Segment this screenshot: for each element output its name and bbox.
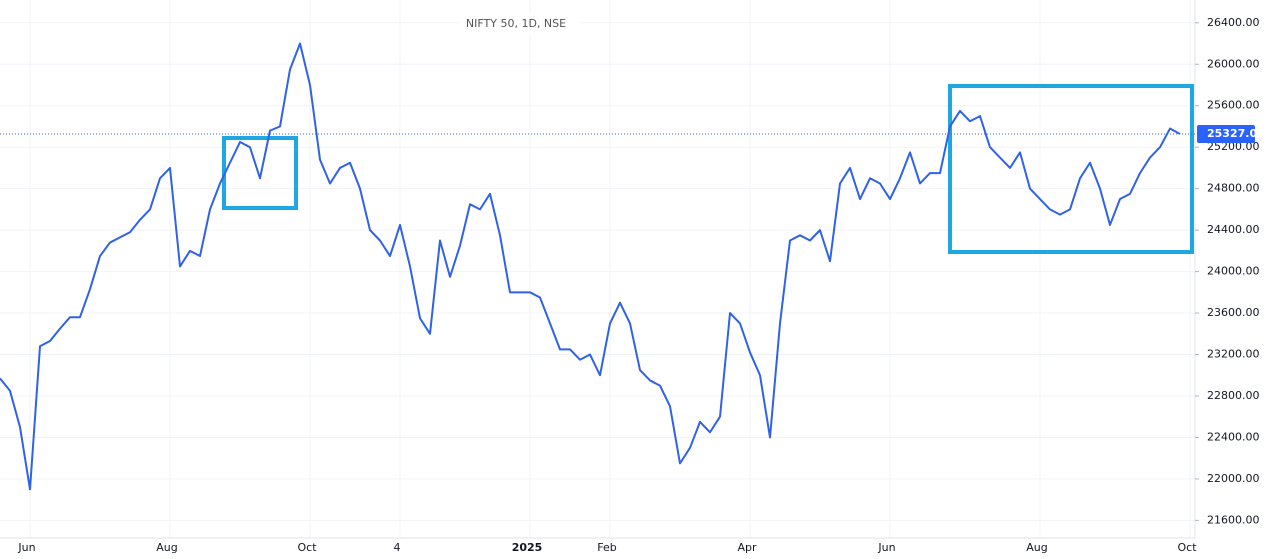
- x-tick-label: Jun: [17, 541, 35, 554]
- x-tick-label: Feb: [597, 541, 616, 554]
- y-tick-label: 22000.00: [1207, 472, 1260, 485]
- x-tick-label: Apr: [737, 541, 757, 554]
- x-tick-label: 4: [394, 541, 401, 554]
- y-tick-label: 22800.00: [1207, 389, 1260, 402]
- last-price-label: 25327.05: [1207, 127, 1265, 140]
- x-tick-label: Jun: [877, 541, 895, 554]
- y-tick-label: 24000.00: [1207, 265, 1260, 278]
- y-tick-label: 26400.00: [1207, 16, 1260, 29]
- y-tick-label: 25200.00: [1207, 140, 1260, 153]
- x-tick-label: Oct: [1177, 541, 1197, 554]
- x-tick-label: 2025: [512, 541, 543, 554]
- y-tick-label: 23200.00: [1207, 348, 1260, 361]
- last-price-box: [1197, 125, 1255, 144]
- title-box: [461, 13, 579, 35]
- x-tick-label: Aug: [1026, 541, 1047, 554]
- y-tick-label: 26000.00: [1207, 57, 1260, 70]
- y-tick-label: 23600.00: [1207, 306, 1260, 319]
- y-tick-label: 22400.00: [1207, 430, 1260, 443]
- y-tick-label: 24800.00: [1207, 182, 1260, 195]
- x-tick-label: Oct: [297, 541, 317, 554]
- price-line: [0, 42, 1181, 491]
- highlight-box: [948, 84, 1194, 254]
- highlight-box: [222, 136, 298, 210]
- y-tick-label: 25600.00: [1207, 99, 1260, 112]
- chart-title: NIFTY 50, 1D, NSE: [466, 17, 566, 30]
- x-tick-label: Aug: [156, 541, 177, 554]
- y-tick-label: 24400.00: [1207, 223, 1260, 236]
- grid: [0, 0, 1195, 538]
- y-tick-label: 21600.00: [1207, 513, 1260, 526]
